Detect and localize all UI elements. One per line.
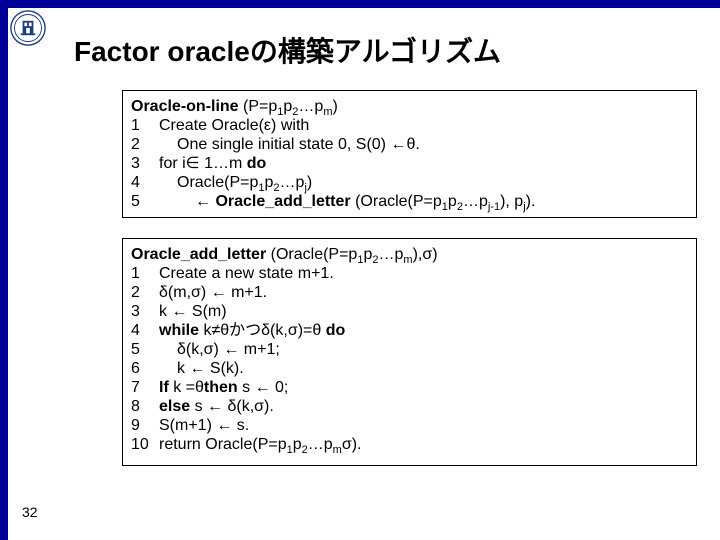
line-body: Oracle(P=p1p2…pj) [159,173,312,192]
line-body: return Oracle(P=p1p2…pmσ). [159,435,362,454]
line-number: 10 [131,435,159,454]
algo-line: 7If k =θthen s ← 0; [131,378,688,397]
algo-line: 1Create a new state m+1. [131,264,688,283]
line-body: while k≠θかつδ(k,σ)=θ do [159,321,345,340]
line-number: 5 [131,340,159,359]
algo-line: 3k ← S(m) [131,302,688,321]
line-body: If k =θthen s ← 0; [159,378,288,397]
line-number: 4 [131,321,159,340]
algo-line: 3for i∈ 1…m do [131,154,688,173]
university-logo [10,10,46,46]
line-number: 3 [131,154,159,173]
line-number: 1 [131,264,159,283]
line-number: 2 [131,135,159,154]
line-number: 6 [131,359,159,378]
line-body: ← Oracle_add_letter (Oracle(P=p1p2…pj-1)… [159,192,535,211]
line-body: One single initial state 0, S(0) ←θ. [159,135,420,154]
algo-header: Oracle_add_letter (Oracle(P=p1p2…pm),σ) [131,245,688,264]
algo-lines: 1Create a new state m+1.2δ(m,σ) ← m+1.3k… [131,264,688,454]
algo-line: 5δ(k,σ) ← m+1; [131,340,688,359]
algorithm-box-oracle-add-letter: Oracle_add_letter (Oracle(P=p1p2…pm),σ) … [122,238,697,466]
line-body: for i∈ 1…m do [159,154,266,173]
line-number: 9 [131,416,159,435]
slide-number: 32 [22,504,38,520]
algo-lines: 1Create Oracle(ε) with2One single initia… [131,116,688,211]
algo-header: Oracle-on-line (P=p1p2…pm) [131,97,688,116]
line-number: 5 [131,192,159,211]
algo-line: 2δ(m,σ) ← m+1. [131,283,688,302]
algo-line: 6k ← S(k). [131,359,688,378]
slide-border-left [0,0,8,540]
line-number: 8 [131,397,159,416]
line-body: Create a new state m+1. [159,264,334,283]
algo-line: 5← Oracle_add_letter (Oracle(P=p1p2…pj-1… [131,192,688,211]
algo-line: 4while k≠θかつδ(k,σ)=θ do [131,321,688,340]
algo-line: 9S(m+1) ← s. [131,416,688,435]
slide-title: Factor oracleの構築アルゴリズム [74,30,501,70]
algorithm-box-oracle-on-line: Oracle-on-line (P=p1p2…pm) 1Create Oracl… [122,90,697,218]
line-number: 1 [131,116,159,135]
line-number: 3 [131,302,159,321]
line-body: δ(m,σ) ← m+1. [159,283,267,302]
algo-line: 1Create Oracle(ε) with [131,116,688,135]
line-body: δ(k,σ) ← m+1; [159,340,280,359]
algo-line: 8else s ← δ(k,σ). [131,397,688,416]
line-number: 7 [131,378,159,397]
line-body: k ← S(m) [159,302,227,321]
line-number: 4 [131,173,159,192]
algo-line: 10return Oracle(P=p1p2…pmσ). [131,435,688,454]
algo-line: 4Oracle(P=p1p2…pj) [131,173,688,192]
line-body: else s ← δ(k,σ). [159,397,274,416]
slide-border-top [0,0,720,8]
line-body: S(m+1) ← s. [159,416,249,435]
line-body: Create Oracle(ε) with [159,116,309,135]
algo-line: 2One single initial state 0, S(0) ←θ. [131,135,688,154]
line-number: 2 [131,283,159,302]
line-body: k ← S(k). [159,359,244,378]
